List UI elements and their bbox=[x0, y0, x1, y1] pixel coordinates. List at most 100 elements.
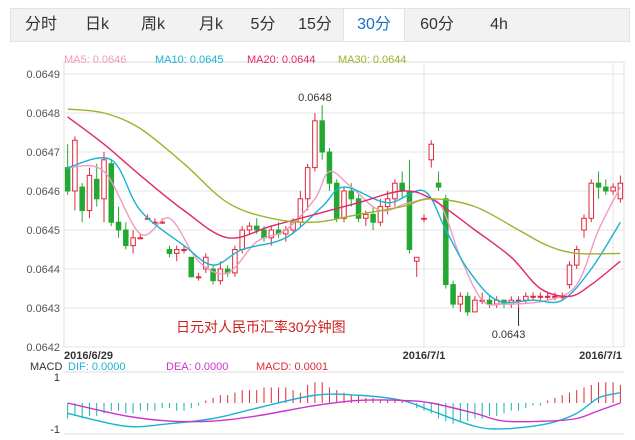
candle-body bbox=[341, 190, 347, 219]
candle-body bbox=[581, 217, 587, 231]
y-tick-label: 0.0646 bbox=[26, 186, 60, 198]
tab-2[interactable]: 周k bbox=[140, 16, 165, 33]
candle-body bbox=[217, 268, 224, 282]
candle-body bbox=[406, 190, 413, 250]
candle-body bbox=[188, 256, 195, 278]
candle-body bbox=[130, 237, 136, 247]
time-axis: 2016/6/29 2016/7/1 2016/7/1 bbox=[64, 350, 622, 362]
y-tick-label: 0.0648 bbox=[26, 108, 60, 120]
ma-line-ma30 bbox=[67, 108, 621, 255]
candle-body bbox=[595, 182, 602, 188]
candle-body bbox=[319, 120, 325, 153]
candle-body bbox=[428, 143, 435, 161]
min-annotation: 0.0643 bbox=[492, 329, 526, 341]
tab-7[interactable]: 60分 bbox=[420, 16, 454, 33]
tab-0[interactable]: 分时 bbox=[24, 16, 57, 33]
ma-line-ma20 bbox=[67, 116, 621, 298]
candle-body bbox=[413, 256, 420, 262]
macd-panel: MACD DIF: 0.0000 DEA: 0.0000 MACD: 0.0001 1 -… bbox=[30, 361, 624, 436]
candle-body bbox=[377, 206, 384, 223]
price-axis: 0.0649 0.0648 0.0647 0.0646 0.0645 0.0644 0.06… bbox=[26, 69, 60, 354]
candle-body bbox=[123, 229, 129, 247]
candle-body bbox=[210, 268, 216, 282]
candle-body bbox=[603, 186, 609, 192]
price-annotations: 0.0648 0.0643 bbox=[298, 92, 525, 341]
candle-body bbox=[457, 295, 464, 305]
candle-body bbox=[588, 182, 595, 219]
tab-1[interactable]: 日k bbox=[84, 16, 109, 33]
candle-body bbox=[79, 186, 85, 212]
legend-ma20: MA20: 0.0644 bbox=[247, 54, 316, 66]
tab-3[interactable]: 月k bbox=[198, 16, 223, 33]
max-annotation: 0.0648 bbox=[298, 92, 332, 104]
y-tick-label: 0.0642 bbox=[26, 342, 60, 354]
x-tick-label: 2016/6/29 bbox=[64, 350, 113, 362]
candle-body bbox=[246, 225, 253, 231]
candle-body bbox=[421, 217, 427, 220]
candle-body bbox=[195, 276, 202, 279]
dea-line bbox=[67, 399, 621, 423]
macd-legend-3: MACD: 0.0001 bbox=[256, 361, 328, 373]
macd-legend-0: MACD bbox=[30, 361, 62, 373]
chart-title: 日元对人民币汇率30分钟图 bbox=[176, 319, 346, 335]
x-tick-label: 2016/7/1 bbox=[579, 350, 622, 362]
candle-body bbox=[355, 198, 362, 219]
candle-body bbox=[523, 295, 529, 301]
candle-body bbox=[253, 225, 260, 231]
y-tick-label: 0.0649 bbox=[26, 69, 60, 81]
candle-body bbox=[232, 249, 238, 274]
period-tabs: 分时 日k 周k 月k 5分 15分 30分 60分 4h bbox=[10, 8, 630, 42]
candle-body bbox=[173, 249, 180, 254]
candle-body bbox=[93, 178, 100, 200]
ma-lines bbox=[67, 108, 621, 306]
candle-body bbox=[573, 249, 580, 266]
candles bbox=[64, 105, 624, 316]
candle-body bbox=[399, 182, 405, 192]
y-tick-label: 0.0645 bbox=[26, 225, 60, 237]
tab-6[interactable]: 30分 bbox=[343, 9, 405, 41]
candle-body bbox=[486, 299, 493, 305]
candle-body bbox=[239, 229, 245, 250]
candle-body bbox=[363, 213, 369, 219]
candle-body bbox=[552, 295, 558, 298]
x-tick-label: 2016/7/1 bbox=[403, 350, 446, 362]
legend-ma10: MA10: 0.0645 bbox=[155, 54, 224, 66]
y-tick-label: 0.0643 bbox=[26, 303, 60, 315]
candle-body bbox=[610, 186, 616, 192]
y-tick-label: 0.0647 bbox=[26, 147, 60, 159]
candle-body bbox=[472, 299, 478, 313]
ma-line-ma10 bbox=[67, 157, 621, 304]
candle-body bbox=[312, 120, 318, 169]
candle-body bbox=[537, 295, 544, 298]
candle-body bbox=[370, 213, 376, 223]
candle-body bbox=[464, 295, 471, 313]
candle-body bbox=[137, 237, 144, 240]
legend-ma5: MA5: 0.0646 bbox=[64, 54, 126, 66]
y-tick-label: 0.0644 bbox=[26, 264, 60, 276]
legend-ma30: MA30: 0.0644 bbox=[338, 54, 407, 66]
macd-y-tick: 1 bbox=[54, 372, 60, 384]
candle-body bbox=[101, 159, 107, 200]
macd-legend-1: DIF: 0.0000 bbox=[68, 361, 125, 373]
candle-body bbox=[64, 167, 71, 192]
candle-body bbox=[392, 182, 398, 200]
candle-body bbox=[261, 229, 267, 239]
chart-grid bbox=[63, 61, 625, 348]
tab-4[interactable]: 5分 bbox=[250, 16, 276, 33]
tab-8[interactable]: 4h bbox=[490, 16, 508, 33]
candle-body bbox=[435, 182, 442, 188]
candle-body bbox=[268, 229, 275, 239]
candle-body bbox=[544, 295, 551, 298]
candle-body bbox=[304, 167, 311, 200]
ma-legend: MA5: 0.0646 MA10: 0.0645 MA20: 0.0644 MA30:… bbox=[64, 54, 407, 66]
macd-legend-2: DEA: 0.0000 bbox=[166, 361, 228, 373]
candle-body bbox=[108, 163, 115, 223]
candle-body bbox=[181, 249, 187, 251]
tab-5[interactable]: 15分 bbox=[298, 16, 332, 33]
macd-y-tick: -1 bbox=[50, 424, 60, 436]
candle-body bbox=[115, 221, 122, 231]
candle-body bbox=[326, 151, 333, 184]
candle-body bbox=[443, 198, 449, 286]
candle-body bbox=[348, 190, 355, 200]
